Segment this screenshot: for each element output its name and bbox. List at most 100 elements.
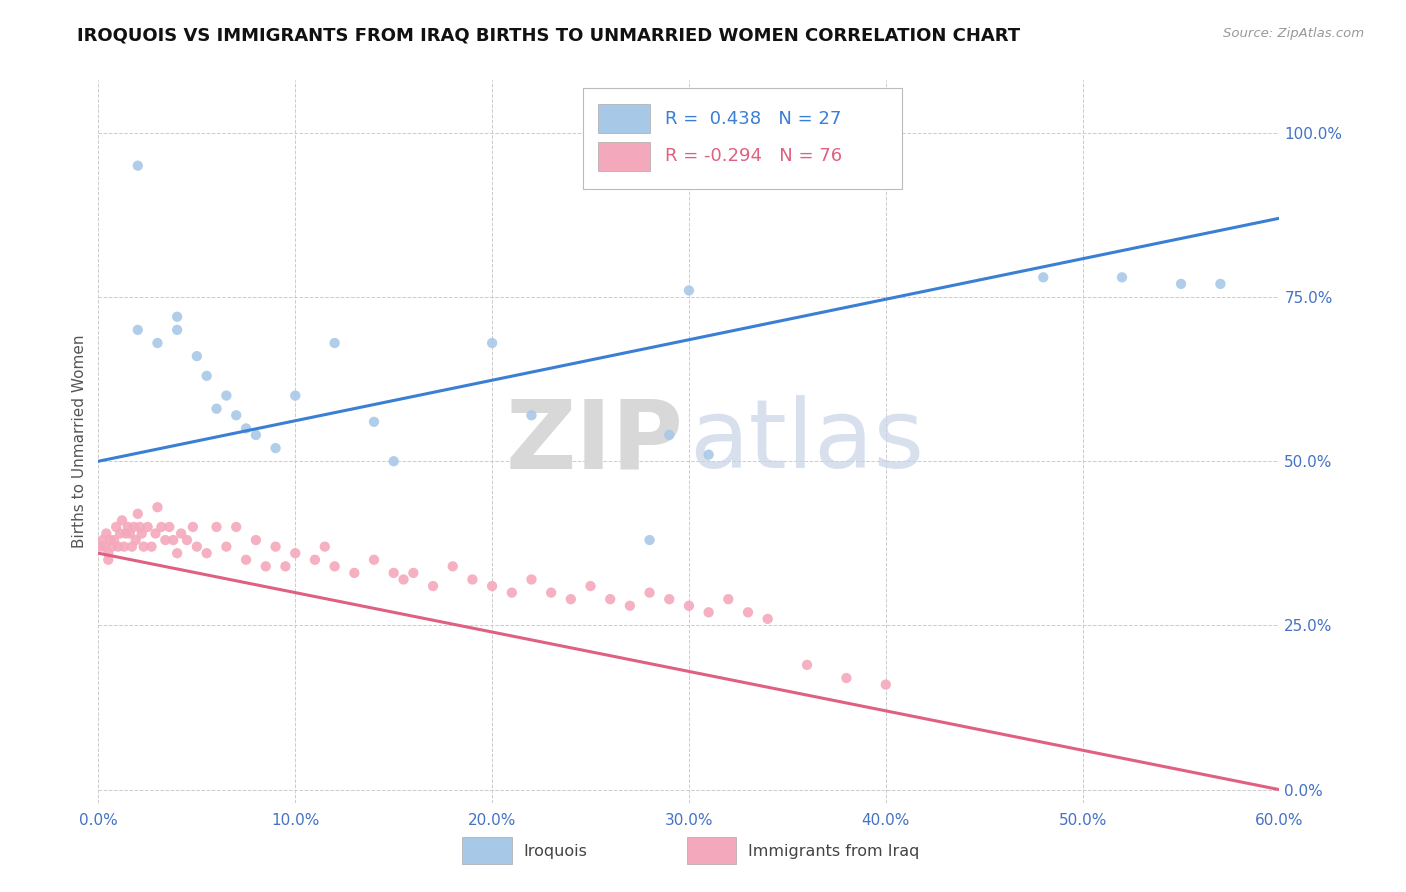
Point [835, 671, 858, 685]
Point [155, 533, 177, 547]
FancyBboxPatch shape [463, 838, 512, 864]
Point [264, 441, 287, 455]
Text: Immigrants from Iraq: Immigrants from Iraq [748, 844, 920, 859]
Point [284, 388, 307, 402]
Point [392, 573, 415, 587]
Point [678, 599, 700, 613]
Text: IROQUOIS VS IMMIGRANTS FROM IRAQ BIRTHS TO UNMARRIED WOMEN CORRELATION CHART: IROQUOIS VS IMMIGRANTS FROM IRAQ BIRTHS … [77, 27, 1021, 45]
Point [796, 657, 818, 672]
Point [136, 520, 159, 534]
Text: ZIP: ZIP [506, 395, 683, 488]
Point [107, 540, 129, 554]
Point [195, 546, 218, 560]
Point [132, 540, 155, 554]
Point [235, 421, 257, 435]
Point [205, 520, 228, 534]
Point [638, 585, 661, 599]
Text: Source: ZipAtlas.com: Source: ZipAtlas.com [1223, 27, 1364, 40]
FancyBboxPatch shape [598, 104, 650, 133]
Point [678, 284, 700, 298]
Point [579, 579, 602, 593]
FancyBboxPatch shape [598, 142, 650, 170]
Point [254, 559, 277, 574]
Point [103, 533, 125, 547]
Point [127, 507, 149, 521]
Point [717, 592, 740, 607]
Point [131, 526, 153, 541]
Point [215, 540, 238, 554]
Point [97, 546, 120, 560]
Point [875, 677, 897, 691]
Point [274, 559, 297, 574]
Point [225, 520, 247, 534]
Point [166, 546, 188, 560]
Point [501, 585, 523, 599]
Point [205, 401, 228, 416]
Text: R =  0.438   N = 27: R = 0.438 N = 27 [665, 110, 842, 128]
Y-axis label: Births to Unmarried Women: Births to Unmarried Women [72, 334, 87, 549]
Point [520, 409, 543, 423]
Point [737, 605, 759, 619]
Point [141, 540, 163, 554]
FancyBboxPatch shape [686, 838, 737, 864]
Point [98, 533, 121, 547]
Point [195, 368, 218, 383]
Point [115, 526, 138, 541]
Point [112, 540, 135, 554]
Point [166, 310, 188, 324]
Point [441, 559, 464, 574]
Point [122, 520, 145, 534]
Point [599, 592, 621, 607]
Point [96, 526, 118, 541]
Point [186, 540, 208, 554]
Point [245, 428, 267, 442]
Point [481, 579, 503, 593]
Point [314, 540, 336, 554]
Text: atlas: atlas [689, 395, 925, 488]
Text: R = -0.294   N = 76: R = -0.294 N = 76 [665, 147, 842, 165]
Point [145, 526, 167, 541]
Point [264, 540, 287, 554]
Point [121, 540, 143, 554]
Point [128, 520, 150, 534]
Point [127, 323, 149, 337]
Point [186, 349, 208, 363]
Text: Iroquois: Iroquois [523, 844, 588, 859]
Point [101, 540, 124, 554]
Point [176, 533, 198, 547]
Point [1111, 270, 1133, 285]
Point [117, 520, 139, 534]
Point [323, 559, 346, 574]
Point [422, 579, 444, 593]
Point [225, 409, 247, 423]
Point [638, 533, 661, 547]
Point [323, 336, 346, 351]
Point [111, 513, 134, 527]
Point [402, 566, 425, 580]
Point [343, 566, 366, 580]
Point [166, 323, 188, 337]
Point [382, 454, 405, 468]
Point [125, 533, 148, 547]
Point [1032, 270, 1054, 285]
Point [284, 546, 307, 560]
Point [363, 553, 385, 567]
Point [658, 592, 681, 607]
Point [181, 520, 204, 534]
Point [157, 520, 180, 534]
Point [461, 573, 484, 587]
Point [93, 540, 115, 554]
Point [235, 553, 257, 567]
Point [118, 526, 141, 541]
Point [108, 526, 131, 541]
Point [91, 533, 114, 547]
Point [756, 612, 779, 626]
Point [363, 415, 385, 429]
Point [146, 500, 169, 515]
Point [481, 336, 503, 351]
Point [146, 336, 169, 351]
Point [619, 599, 641, 613]
Point [1170, 277, 1192, 291]
Point [382, 566, 405, 580]
Point [560, 592, 582, 607]
